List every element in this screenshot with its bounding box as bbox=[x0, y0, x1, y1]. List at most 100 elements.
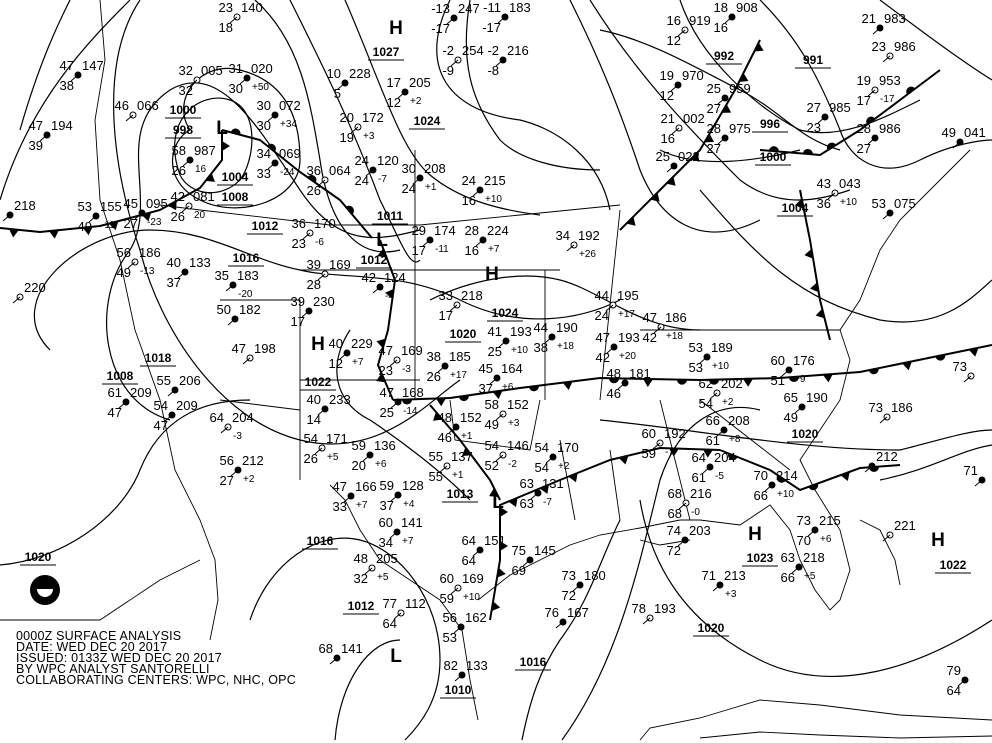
high-pressure-center: H bbox=[931, 530, 945, 551]
isobar bbox=[639, 499, 992, 677]
boundary-line bbox=[0, 559, 201, 621]
wind-barb-icon bbox=[317, 408, 326, 416]
station-dewpoint: 39 bbox=[29, 138, 43, 153]
station-temperature: 39 bbox=[291, 294, 305, 309]
station-pressure: 180 bbox=[584, 568, 606, 583]
station-dewpoint: 72 bbox=[667, 543, 681, 558]
wind-barb-icon bbox=[397, 91, 406, 99]
station-temperature: 55 bbox=[157, 373, 171, 388]
station-plot: 73 215 70 +6 bbox=[797, 513, 841, 548]
station-dewpoint: 27 bbox=[707, 101, 721, 116]
station-plot: 50 182 bbox=[217, 302, 261, 326]
isobar bbox=[561, 406, 761, 741]
station-temperature: 74 bbox=[667, 523, 681, 538]
station-temperature: -2 bbox=[442, 43, 454, 58]
cold-front-triangle bbox=[815, 308, 825, 319]
station-pressure: 081 bbox=[193, 189, 215, 204]
station-plot: 53 189 53 +10 bbox=[689, 340, 733, 375]
station-plot: 24 120 24 -7 bbox=[355, 153, 399, 188]
station-plot: 33 218 17 bbox=[439, 288, 483, 323]
station-plot: 31 020 30 +50 bbox=[229, 61, 273, 96]
boundary-line bbox=[639, 699, 992, 741]
station-pressure: 147 bbox=[82, 58, 104, 73]
isobar bbox=[569, 0, 761, 233]
wind-barb-icon bbox=[167, 389, 176, 397]
cold-front-triangle bbox=[668, 448, 679, 457]
isobar-label: 1016 bbox=[515, 655, 551, 671]
station-temperature: 28 bbox=[857, 121, 871, 136]
cold-front-triangle bbox=[385, 288, 394, 299]
isobar bbox=[879, 0, 992, 81]
station-dewpoint: 16 bbox=[462, 193, 476, 208]
wind-barb-icon bbox=[437, 365, 446, 373]
station-plot: 34 069 33 -24 bbox=[257, 146, 301, 181]
warm-front-semicircle bbox=[776, 474, 786, 483]
station-pressure: 182 bbox=[239, 302, 261, 317]
station-pressure: 170 bbox=[557, 440, 579, 455]
wind-barb-icon bbox=[317, 273, 326, 281]
station-pressure-tendency: +7 bbox=[352, 357, 364, 368]
station-temperature: 47 bbox=[379, 343, 393, 358]
station-temperature: 28 bbox=[465, 223, 479, 238]
station-dewpoint: 25 bbox=[488, 344, 502, 359]
station-pressure: 193 bbox=[618, 330, 640, 345]
isobar-labels: 1027102410009981004100810121011101210161… bbox=[20, 45, 971, 699]
wind-barb-icon bbox=[393, 612, 402, 620]
station-pressure: 151 bbox=[484, 533, 506, 548]
isobar bbox=[0, 399, 251, 566]
wind-barb-icon bbox=[605, 304, 614, 312]
station-plot: 56 162 53 bbox=[443, 610, 487, 645]
station-temperature: 58 bbox=[172, 143, 186, 158]
station-dewpoint: 16 bbox=[661, 131, 675, 146]
isobar-value-label: 1024 bbox=[492, 306, 519, 320]
wind-barb-icon bbox=[127, 261, 136, 269]
station-pressure: 203 bbox=[689, 523, 711, 538]
station-pressure: 168 bbox=[402, 385, 424, 400]
station-pressure: 192 bbox=[578, 228, 600, 243]
station-dewpoint: 47 bbox=[108, 405, 122, 420]
station-temperature: 40 bbox=[167, 255, 181, 270]
cold-front-triangle bbox=[108, 221, 119, 231]
wind-barb-icon bbox=[678, 502, 687, 510]
wind-barb-icon bbox=[974, 479, 983, 487]
station-pressure-tendency: -23 bbox=[147, 217, 162, 228]
warm-front-semicircle bbox=[788, 376, 799, 382]
station-plot: 59 136 20 +6 bbox=[352, 438, 396, 473]
wind-barb-icon bbox=[572, 584, 581, 592]
wind-barb-icon bbox=[545, 456, 554, 464]
station-temperature: 60 bbox=[771, 353, 785, 368]
station-plot: 44 190 38 +18 bbox=[534, 320, 578, 355]
cold-front-triangle bbox=[82, 226, 93, 236]
station-temperature: -13 bbox=[431, 1, 450, 16]
isobar bbox=[106, 82, 421, 421]
isobar-value-label: 1020 bbox=[698, 621, 725, 635]
wind-barb-icon bbox=[422, 239, 431, 247]
station-plot: 82 133 bbox=[444, 658, 488, 682]
wind-barb-icon bbox=[450, 587, 459, 595]
station-temperature: -11 bbox=[483, 0, 501, 15]
cold-front-triangle bbox=[508, 497, 518, 507]
wind-barb-icon bbox=[39, 134, 48, 142]
station-plot: 40 133 37 bbox=[167, 255, 211, 290]
station-dewpoint: 61 bbox=[692, 470, 706, 485]
station-temperature: 27 bbox=[807, 100, 821, 115]
station-plot: -13 247 -17 bbox=[431, 1, 480, 36]
station-plot: 34 192 +26 bbox=[556, 228, 600, 260]
station-plot: 77 112 64 bbox=[383, 596, 426, 631]
station-plot: 56 186 49 -13 bbox=[117, 245, 161, 280]
wind-barb-icon bbox=[412, 177, 421, 185]
station-temperature: 54 bbox=[485, 438, 499, 453]
station-pressure: 095 bbox=[146, 196, 168, 211]
station-pressure: 194 bbox=[51, 118, 73, 133]
station-pressure: 112 bbox=[405, 596, 426, 611]
wind-barb-icon bbox=[450, 59, 459, 67]
station-pressure-tendency: +50 bbox=[252, 82, 269, 93]
station-dewpoint: 37 bbox=[380, 498, 394, 513]
station-pressure-tendency: +5 bbox=[804, 571, 816, 582]
warm-front-semicircle bbox=[307, 175, 317, 183]
station-dewpoint: -17 bbox=[482, 20, 501, 35]
station-plot: 71 bbox=[964, 463, 986, 487]
wind-barb-icon bbox=[70, 74, 79, 82]
station-temperature: 42 bbox=[362, 270, 376, 285]
station-pressure-tendency: +1 bbox=[461, 431, 473, 442]
